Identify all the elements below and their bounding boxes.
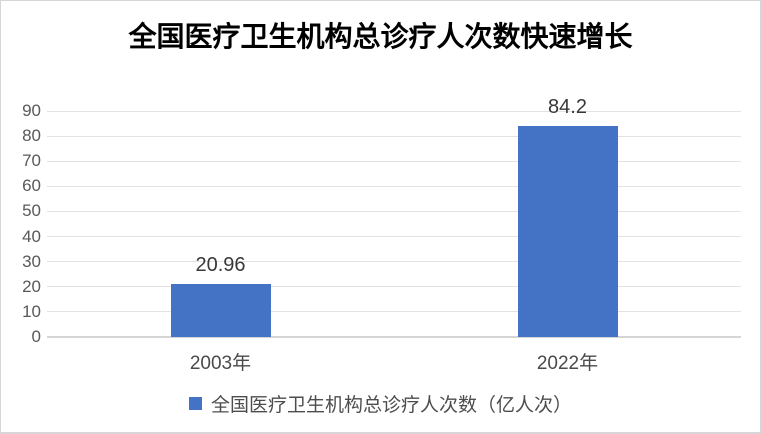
x-axis: 2003年 2022年: [47, 348, 741, 374]
gridline: [47, 236, 741, 238]
y-tick-label: 40: [22, 226, 41, 246]
y-tick-label: 50: [22, 201, 41, 221]
chart-title: 全国医疗卫生机构总诊疗人次数快速增长: [128, 21, 633, 52]
y-tick-label: 30: [22, 251, 41, 271]
gridline: [47, 160, 741, 162]
gridline: [47, 261, 741, 263]
y-axis: 0 10 20 30 40 50 60 70 80 90: [1, 102, 41, 346]
gridline: [47, 110, 741, 112]
gridline: [47, 311, 741, 313]
bar: [517, 125, 618, 337]
x-category-label: 2022年: [536, 353, 599, 374]
gridline: [47, 135, 741, 137]
y-tick-label: 80: [22, 126, 41, 146]
y-tick-label: 70: [22, 151, 41, 171]
legend-swatch-icon: [188, 397, 202, 410]
gridline: [47, 185, 741, 187]
gridline: [47, 210, 741, 212]
bar-data-label: 20.96: [195, 254, 246, 277]
plot-area: 20.96 84.2: [47, 96, 741, 338]
gridline: [47, 286, 741, 288]
legend-label: 全国医疗卫生机构总诊疗人次数（亿人次）: [210, 395, 572, 416]
y-tick-label: 0: [31, 327, 41, 346]
bar-data-label: 84.2: [548, 95, 587, 118]
y-tick-label: 10: [22, 301, 41, 321]
x-axis-line: [47, 336, 741, 338]
y-tick-label: 90: [22, 101, 41, 120]
y-tick-label: 60: [22, 176, 41, 196]
y-tick-label: 20: [22, 276, 41, 296]
legend: 全国医疗卫生机构总诊疗人次数（亿人次）: [1, 390, 760, 417]
x-category-label: 2003年: [189, 353, 252, 374]
bar: [170, 284, 271, 337]
